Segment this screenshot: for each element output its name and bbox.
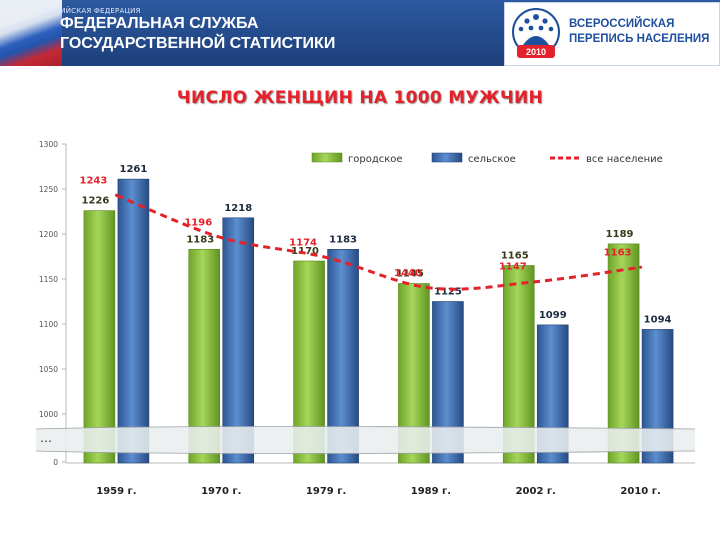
x-category-label: 2002 г. [516, 486, 556, 497]
data-label: 1170 [291, 246, 319, 257]
russian-flag-graphic [0, 0, 62, 66]
y-tick-label: 1300 [39, 140, 58, 149]
data-label: 1125 [434, 287, 462, 298]
line-data-label: 1174 [289, 237, 317, 248]
legend-label: все население [586, 154, 663, 165]
y-tick-label: 1250 [39, 185, 58, 194]
bar-urban [607, 243, 640, 464]
census-year: 2010 [526, 47, 546, 57]
line-data-label: 1243 [79, 175, 107, 186]
x-category-label: 2010 г. [620, 486, 660, 497]
axis-break-edge [35, 450, 696, 454]
census-name: ВСЕРОССИЙСКАЯ ПЕРЕПИСЬ НАСЕЛЕНИЯ [569, 17, 717, 47]
data-label: 1218 [224, 203, 252, 214]
line-point [219, 236, 223, 240]
line-point [639, 265, 643, 269]
data-label: 1226 [81, 196, 109, 207]
x-category-label: 1989 г. [411, 486, 451, 497]
data-label: 1183 [186, 234, 214, 245]
agency-name-line-1: ФЕДЕРАЛЬНАЯ СЛУЖБА [60, 15, 259, 32]
y-tick-label: 1100 [39, 320, 58, 329]
census-logo: 2010 ВСЕРОССИЙСКАЯ ПЕРЕПИСЬ НАСЕЛЕНИЯ [504, 2, 720, 66]
line-point [114, 193, 118, 197]
axis-break-label: … [40, 431, 52, 445]
y-tick-label: 1050 [39, 365, 58, 374]
x-category-label: 1959 г. [96, 486, 136, 497]
legend-swatch [311, 152, 343, 163]
y-tick-label: 1000 [39, 410, 58, 419]
line-point [429, 286, 433, 290]
bar-urban [83, 210, 116, 464]
legend-label: городское [348, 154, 403, 165]
x-category-label: 1970 г. [201, 486, 241, 497]
axis-break-edge [35, 426, 696, 430]
x-category-label: 1979 г. [306, 486, 346, 497]
y-tick-label: 1200 [39, 230, 58, 239]
data-label: 1099 [539, 310, 567, 321]
country-name: РОССИЙСКАЯ ФЕДЕРАЦИЯ [40, 7, 141, 15]
line-data-label: 1163 [604, 247, 632, 258]
bar-rural [117, 178, 150, 464]
y-tick-label: 1150 [39, 275, 58, 284]
legend-swatch [431, 152, 463, 163]
plot-area: 0 1000 1050 1100 1150 1200 1250 1300 1226 1261 195… [35, 140, 696, 497]
data-label: 1094 [644, 314, 672, 325]
header-banner: РОССИЙСКАЯ ФЕДЕРАЦИЯ ФЕДЕРАЛЬНАЯ СЛУЖБА … [0, 0, 720, 66]
axis-break-band [36, 426, 695, 454]
line-data-label: 1196 [184, 218, 212, 229]
line-data-label: 1147 [499, 262, 527, 273]
line-point [534, 280, 538, 284]
line-point [324, 255, 328, 259]
chart-title: ЧИСЛО ЖЕНЩИН НА 1000 МУЖЧИН [176, 88, 544, 108]
line-total-population [115, 193, 641, 291]
data-label: 1261 [119, 164, 147, 175]
chart: 0 1000 1050 1100 1150 1200 1250 1300 1226 1261 195… [35, 140, 696, 497]
data-label: 1145 [396, 269, 424, 280]
data-label: 1165 [501, 251, 529, 262]
census-emblem-icon: 2010 [512, 8, 560, 58]
line-data-label: 1440 [394, 268, 422, 279]
data-label: 1183 [329, 234, 357, 245]
y-tick-label: 0 [53, 458, 58, 467]
census-name-line-1: ВСЕРОССИЙСКАЯ [569, 18, 675, 30]
bar-rural [222, 217, 255, 464]
agency-name: ФЕДЕРАЛЬНАЯ СЛУЖБА ГОСУДАРСТВЕННОЙ СТАТИ… [60, 14, 360, 54]
census-name-line-2: ПЕРЕПИСЬ НАСЕЛЕНИЯ [569, 33, 710, 45]
legend-label: сельское [468, 154, 516, 165]
data-label: 1189 [606, 229, 634, 240]
agency-name-line-2: ГОСУДАРСТВЕННОЙ СТАТИСТИКИ [60, 35, 336, 52]
